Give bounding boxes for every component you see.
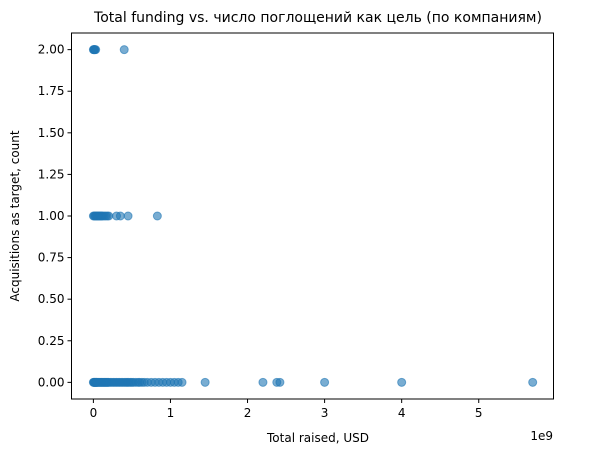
scatter-point	[275, 377, 285, 387]
y-tick-label: 0.25	[38, 334, 65, 348]
x-tick-label: 5	[475, 406, 483, 420]
scatter-point	[528, 377, 538, 387]
scatter-point	[177, 377, 187, 387]
scatter-point	[91, 45, 101, 55]
x-axis-offset-label: 1e9	[530, 429, 553, 443]
plot-area	[88, 45, 538, 387]
y-tick-label: 1.25	[38, 167, 65, 181]
y-axis: 0.00 0.25 0.50 0.75 1.00 1.25 1.50 1.75 2.00	[38, 43, 72, 389]
scatter-point	[152, 211, 162, 221]
y-tick-label: 1.75	[38, 84, 65, 98]
y-tick-label: 0.50	[38, 292, 65, 306]
x-axis-label: Total raised, USD	[266, 431, 369, 445]
y-tick-label: 0.00	[38, 375, 65, 389]
x-tick-label: 4	[398, 406, 406, 420]
y-tick-label: 1.00	[38, 209, 65, 223]
x-tick-label: 0	[90, 406, 98, 420]
scatter-point	[115, 211, 125, 221]
y-tick-label: 2.00	[38, 43, 65, 57]
x-tick-label: 2	[244, 406, 252, 420]
scatter-point	[258, 377, 268, 387]
x-tick-label: 1	[167, 406, 175, 420]
scatter-point	[104, 211, 114, 221]
chart-title: Total funding vs. число поглощений как ц…	[93, 10, 542, 26]
y-tick-label: 1.50	[38, 126, 65, 140]
scatter-point	[320, 377, 330, 387]
y-axis-label: Acquisitions as target, count	[8, 130, 22, 301]
x-tick-label: 3	[321, 406, 329, 420]
x-axis: 0 1 2 3 4 5	[90, 399, 483, 420]
scatter-point	[200, 377, 210, 387]
scatter-point	[119, 45, 129, 55]
y-tick-label: 0.75	[38, 251, 65, 265]
plot-frame	[71, 32, 554, 400]
scatter-point	[397, 377, 407, 387]
scatter-point	[123, 211, 133, 221]
